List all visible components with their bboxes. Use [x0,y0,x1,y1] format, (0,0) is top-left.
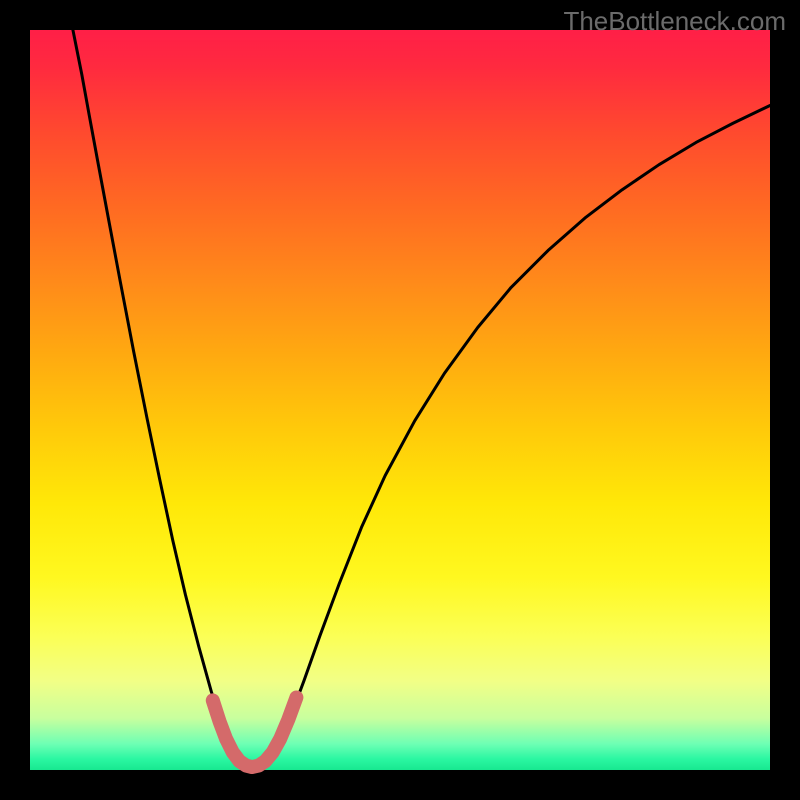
watermark-text: TheBottleneck.com [563,6,786,37]
gradient-background [30,30,770,770]
chart-svg [30,30,770,770]
optimal-region-highlight [213,697,297,767]
plot-area [30,30,770,770]
bottleneck-curve [73,30,770,769]
